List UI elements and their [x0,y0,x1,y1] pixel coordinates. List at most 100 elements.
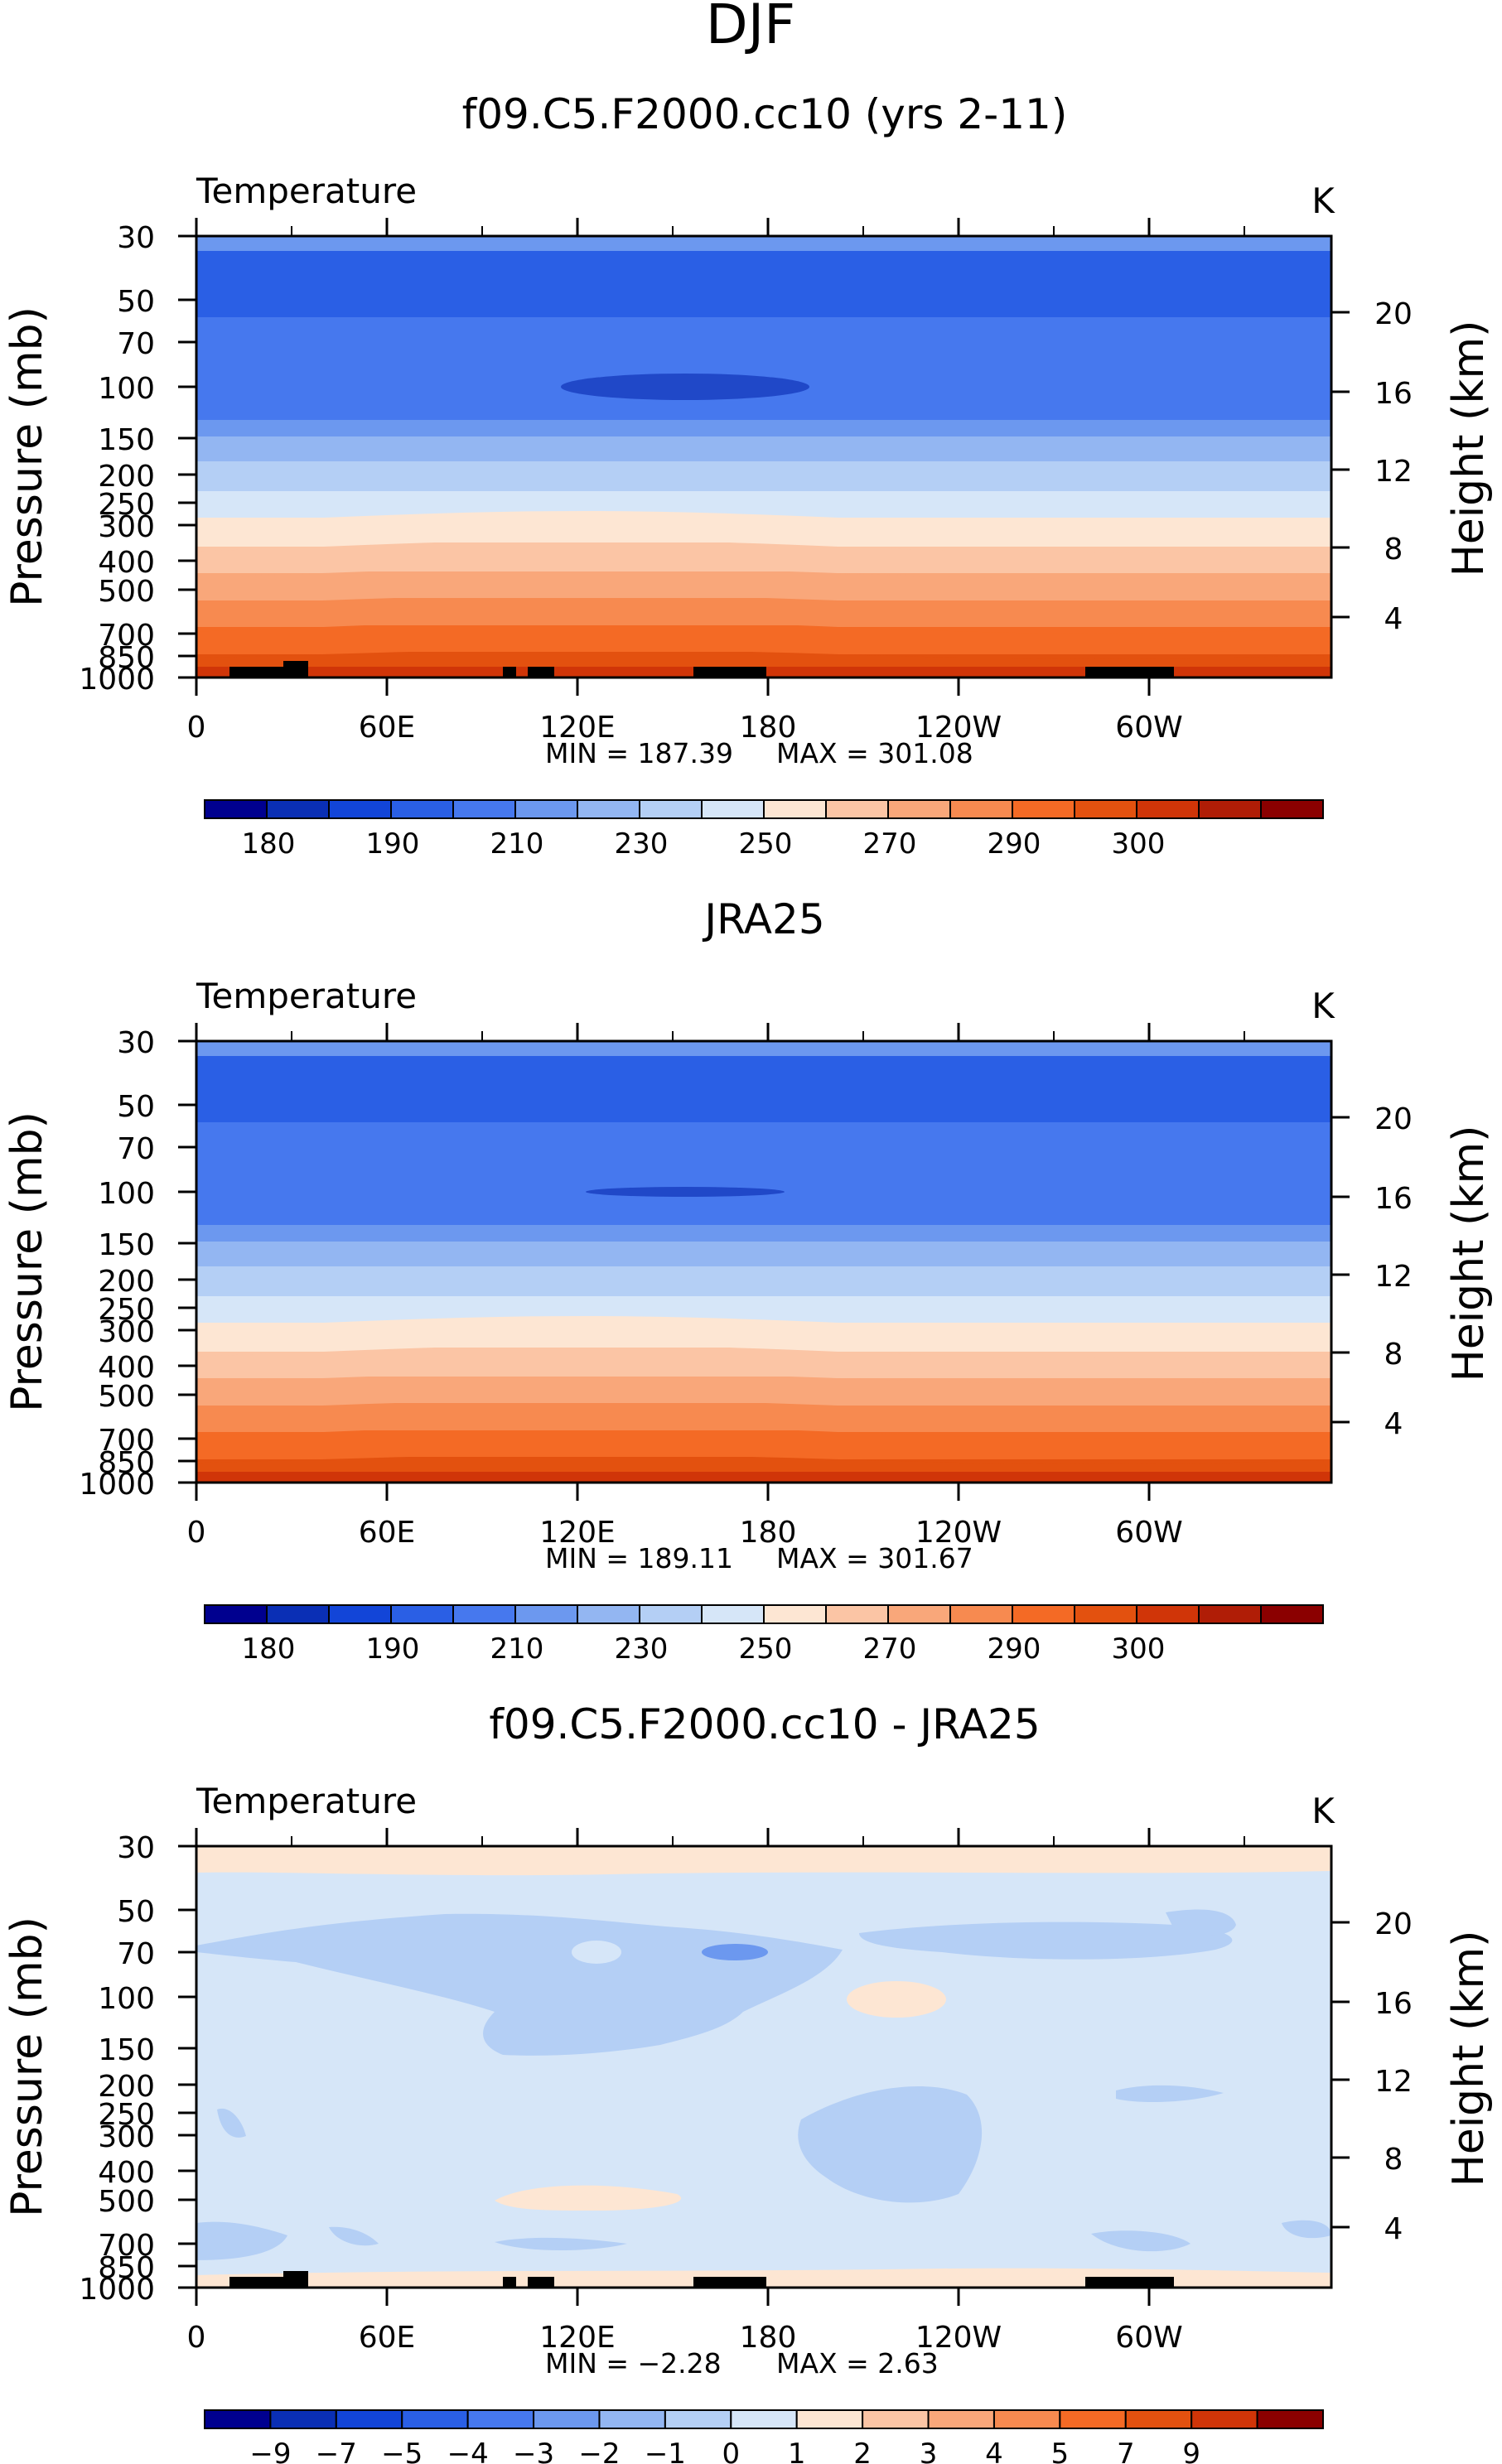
colorbar-swatch [795,2409,864,2429]
colorbar-label: 290 [988,827,1041,861]
x-tick-label: 0 [187,1516,206,1550]
contour-band [196,1266,1331,1296]
cold-anomaly [561,374,809,400]
y-right-tick-label: 16 [1374,377,1413,411]
y-right-tick-label: 8 [1384,2143,1403,2177]
contour-band [196,1372,1331,1403]
terrain-block [528,2277,554,2288]
colorbar-swatch [1136,799,1200,819]
chart-title: f09.C5.F2000.cc10 - JRA25 [489,1700,1040,1748]
colorbar: −9 −7 −5 −4 −3 −2 −1 0 1 2 3 4 5 7 9 [204,2409,1325,2464]
diff-warm-blob [847,1981,946,2018]
contour-band [196,251,1331,317]
y-axis-title: Pressure (mb) [2,1111,52,1412]
colorbar-swatch [639,799,703,819]
x-tick-label: 60W [1115,711,1182,745]
x-tick-label: 120E [539,711,615,745]
x-tick-label: 120W [915,2321,1002,2355]
colorbar-label: 250 [739,1632,793,1666]
colorbar-label: 230 [615,827,669,861]
contour-band [196,436,1331,461]
chart-panel-1: f09.C5.F2000.cc10 (yrs 2-11) Temperature K… [2,90,1494,861]
colorbar-swatch [1260,799,1324,819]
contour-band [196,1242,1331,1266]
colorbar-label: 300 [1112,1632,1166,1666]
y-tick-label: 500 [98,2185,155,2219]
diff-cold-region [217,2108,246,2138]
colorbar-swatch [401,2409,469,2429]
x-tick-label: 120W [915,711,1002,745]
colorbar-swatch [639,1604,703,1624]
y-tick-label: 400 [98,546,155,580]
y-right-tick-label: 8 [1384,533,1403,567]
colorbar-label: 210 [490,827,544,861]
terrain-block [503,2277,516,2288]
contour-band [196,317,1331,420]
colorbar-swatch [1059,2409,1127,2429]
x-tick-label: 180 [740,711,797,745]
plot-area [196,1846,1331,2288]
y-right-tick-label: 12 [1374,2065,1413,2099]
variable-label: Temperature [196,976,417,1016]
colorbar-label: 180 [242,1632,296,1666]
contour-band [196,620,1331,652]
max-label: MAX = 301.67 [776,1542,973,1574]
variable-label: Temperature [196,171,417,211]
diff-hole [572,1941,621,1964]
contour-band [196,1041,1331,1056]
contour-band [196,1345,1331,1377]
colorbar-swatch [1198,1604,1262,1624]
units-label: K [1311,181,1335,221]
contour-band [196,1296,1331,1323]
terrain-block [283,2271,308,2288]
y-tick-label: 250 [98,1293,155,1327]
colorbar-swatch [701,1604,765,1624]
colorbar-swatch [328,799,392,819]
colorbar-label: 5 [1051,2437,1070,2464]
terrain-block [283,661,308,677]
y-tick-label: 150 [98,1228,155,1262]
contour-band [196,236,1331,251]
y-tick-label: 50 [117,1895,155,1929]
colorbar-label: 3 [920,2437,938,2464]
y-tick-label: 100 [98,1982,155,2016]
x-tick-label: 60E [359,2321,416,2355]
colorbar-label: 300 [1112,827,1166,861]
x-tick-label: 180 [740,2321,797,2355]
colorbar-swatch [577,799,640,819]
diff-cold-region [798,2086,983,2203]
colorbar-swatch [1074,1604,1137,1624]
diff-cold-region [1091,2230,1190,2252]
contour-band [196,1225,1331,1242]
y-tick-label: 70 [117,1937,155,1971]
plot-area [196,1041,1331,1483]
min-label: MIN = 187.39 [545,737,733,769]
diff-cold-region [196,1913,843,2056]
y-tick-label: 70 [117,327,155,361]
y-tick-label: 1000 [79,2273,155,2307]
terrain-block [229,667,296,677]
y-tick-label: 700 [98,2229,155,2263]
x-tick-label: 60E [359,711,416,745]
diff-cold-region [196,2221,287,2260]
colorbar-swatch [1256,2409,1325,2429]
colorbar-swatch [949,799,1013,819]
terrain-block [1085,667,1174,677]
y-right-tick-label: 8 [1384,1338,1403,1372]
y-right-tick-label: 20 [1374,1907,1413,1941]
y-tick-label: 250 [98,2098,155,2132]
colorbar-swatch [598,2409,666,2429]
plot-area [196,236,1331,677]
colorbar: 180 190 210 230 250 270 290 300 [204,799,1324,861]
x-tick-label: 0 [187,2321,206,2355]
y-tick-label: 200 [98,460,155,494]
page-title: DJF [706,0,795,56]
y-tick-label: 100 [98,1177,155,1211]
colorbar-swatch [452,1604,516,1624]
colorbar-label: 250 [739,827,793,861]
cold-anomaly [586,1187,785,1197]
x-tick-label: 60E [359,1516,416,1550]
colorbar-swatch [266,1604,330,1624]
